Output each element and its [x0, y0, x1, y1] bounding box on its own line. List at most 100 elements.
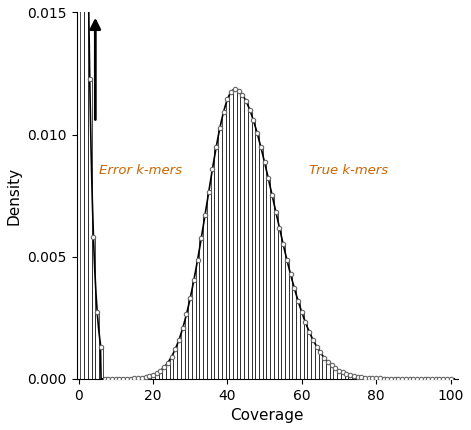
Point [231, 86, 239, 93]
Bar [322, 357, 326, 379]
Bar [274, 212, 277, 379]
Point [235, 87, 242, 94]
Point [373, 375, 380, 382]
Point [171, 346, 179, 353]
Bar [170, 356, 173, 379]
Bar [151, 375, 155, 379]
Bar [289, 274, 292, 379]
Point [339, 369, 347, 376]
Bar [259, 147, 263, 379]
Bar [315, 347, 318, 379]
Bar [91, 237, 95, 379]
Point [436, 375, 443, 382]
Bar [330, 366, 333, 379]
Point [187, 295, 194, 302]
Bar [222, 112, 226, 379]
Point [183, 311, 190, 318]
Bar [255, 133, 259, 379]
Point [194, 256, 202, 263]
X-axis label: Coverage: Coverage [231, 408, 304, 423]
Point [298, 309, 306, 316]
Bar [292, 288, 296, 379]
Bar [211, 169, 214, 379]
Bar [233, 89, 236, 379]
Bar [218, 128, 222, 379]
Point [134, 375, 142, 381]
Bar [359, 377, 363, 379]
Point [428, 375, 436, 382]
Point [105, 375, 112, 382]
Point [209, 165, 216, 172]
Bar [200, 238, 203, 379]
Point [354, 373, 361, 380]
Point [168, 353, 175, 360]
Point [432, 375, 439, 382]
Bar [263, 162, 267, 379]
Bar [185, 314, 188, 379]
Point [380, 375, 387, 382]
Bar [147, 376, 151, 379]
Point [224, 96, 231, 103]
Bar [311, 340, 315, 379]
Point [398, 375, 406, 382]
Point [309, 336, 317, 343]
Point [246, 106, 253, 113]
Point [443, 375, 451, 382]
Point [421, 375, 428, 382]
Bar [166, 362, 170, 379]
Point [283, 256, 291, 263]
Bar [229, 92, 233, 379]
Bar [99, 347, 103, 379]
Point [257, 144, 265, 150]
Point [387, 375, 395, 382]
Point [346, 372, 354, 378]
Point [324, 358, 332, 365]
Point [332, 365, 339, 372]
Point [268, 191, 276, 198]
Point [410, 375, 417, 382]
Point [153, 370, 161, 377]
Bar [367, 378, 371, 379]
Bar [296, 301, 300, 379]
Point [146, 373, 153, 380]
Point [242, 98, 250, 104]
Bar [267, 178, 270, 379]
Bar [281, 244, 285, 379]
Bar [81, 0, 84, 379]
Point [287, 271, 294, 278]
Point [317, 349, 324, 356]
Point [272, 208, 279, 215]
Bar [181, 328, 185, 379]
Bar [341, 372, 345, 379]
Point [369, 375, 376, 382]
Bar [162, 367, 166, 379]
Bar [140, 378, 144, 379]
Point [142, 374, 149, 381]
Point [212, 144, 220, 150]
Bar [352, 376, 356, 379]
Point [335, 367, 343, 374]
Bar [155, 373, 159, 379]
Point [86, 76, 94, 83]
Bar [356, 377, 359, 379]
Point [261, 159, 268, 166]
Bar [252, 120, 255, 379]
Bar [244, 101, 248, 379]
Y-axis label: Density: Density [7, 166, 22, 224]
Point [227, 89, 235, 95]
Bar [333, 368, 337, 379]
Point [89, 234, 97, 241]
Bar [348, 375, 352, 379]
Point [328, 362, 335, 369]
Point [305, 328, 313, 335]
Point [201, 212, 209, 218]
Point [402, 375, 410, 382]
Point [205, 188, 212, 195]
Point [101, 375, 108, 382]
Point [365, 375, 373, 381]
Point [253, 129, 261, 136]
Point [238, 91, 246, 98]
Bar [226, 99, 229, 379]
Bar [270, 195, 274, 379]
Point [190, 276, 198, 283]
